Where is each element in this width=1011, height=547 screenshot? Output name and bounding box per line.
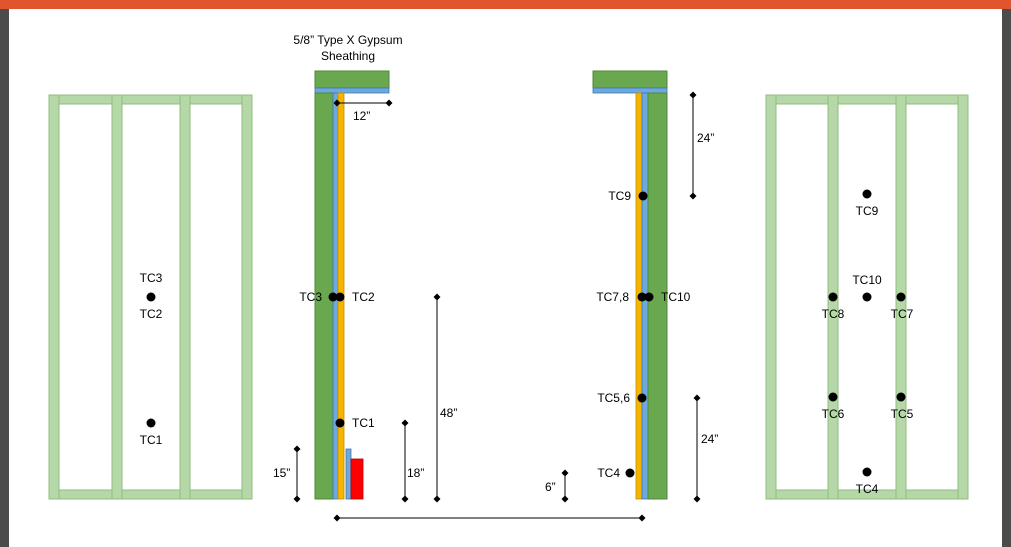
dimension-48in-label: 48” [440,406,457,420]
left-wall-elevation: TC3 TC2 TC1 [48,94,253,500]
label-tc7: TC7 [891,307,914,321]
label-tc5: TC5 [891,407,914,421]
stud [765,94,777,500]
stud [957,94,969,500]
thermocouple-marker [637,292,647,302]
label-tc2: TC2 [140,307,163,321]
left-wall-section: 5/8” Type X Gypsum Sheathing TC3 TC2 TC1… [273,33,457,503]
stud [179,94,191,500]
dimension-6in-label: 6” [545,480,556,494]
sheathing-label-line2: Sheathing [321,49,375,63]
label-tc3: TC3 [299,290,322,304]
bottom-plate [48,489,253,500]
label-tc9: TC9 [856,204,879,218]
sheathing-label-line1: 5/8” Type X Gypsum [293,33,402,47]
thermocouple-marker [862,189,872,199]
label-tc4: TC4 [856,482,879,496]
thermocouple-marker [862,467,872,477]
top-blue-layer [314,87,390,94]
thermocouple-marker [146,418,156,428]
thermocouple-marker [828,392,838,402]
thermocouple-marker [896,392,906,402]
stud [241,94,253,500]
thermocouple-marker [638,191,648,201]
label-tc1: TC1 [140,433,163,447]
top-plate [48,94,253,105]
top-accent-bar [0,0,1011,9]
red-block [350,458,364,500]
top-blue-layer [592,87,668,94]
thermocouple-marker [896,292,906,302]
thermocouple-marker [335,418,345,428]
dimension-18in-label: 18” [407,466,424,480]
dimension-15in-label: 15” [273,466,290,480]
label-tc3: TC3 [140,271,163,285]
thermocouple-marker [862,292,872,302]
top-gypsum [314,70,390,89]
label-tc8: TC8 [822,307,845,321]
label-tc10: TC10 [852,273,882,287]
label-tc1: TC1 [352,416,375,430]
top-plate [765,94,969,105]
thermocouple-marker [146,292,156,302]
label-tc5-6: TC5,6 [597,391,630,405]
label-tc9: TC9 [608,189,631,203]
thermocouple-marker [625,468,635,478]
label-tc10: TC10 [661,290,691,304]
diagram-canvas: TC3 TC2 TC1 5/8” Type X Gypsum Sheathing… [9,9,1002,547]
thermocouple-marker [335,292,345,302]
thermocouple-marker [328,292,338,302]
label-tc7-8: TC7,8 [596,290,629,304]
stud [111,94,123,500]
dimension-24in-bottom-label: 24” [701,432,718,446]
thermocouple-marker [637,393,647,403]
thermocouple-marker [644,292,654,302]
right-wall-elevation: TC9 TC10 TC8 TC7 TC6 TC5 TC4 [765,94,969,500]
wall-diagram: TC3 TC2 TC1 5/8” Type X Gypsum Sheathing… [48,33,969,522]
dimension-12in-label: 12” [353,109,370,123]
label-tc6: TC6 [822,407,845,421]
thermocouple-marker [828,292,838,302]
label-tc2: TC2 [352,290,375,304]
label-tc4: TC4 [597,466,620,480]
top-gypsum [592,70,668,89]
dimension-24in-top-label: 24” [697,131,714,145]
right-wall-section: TC9 TC7,8 TC10 TC5,6 TC4 24” 24” 6” [545,70,718,503]
bottom-blue-block [345,448,352,500]
stud [48,94,60,500]
